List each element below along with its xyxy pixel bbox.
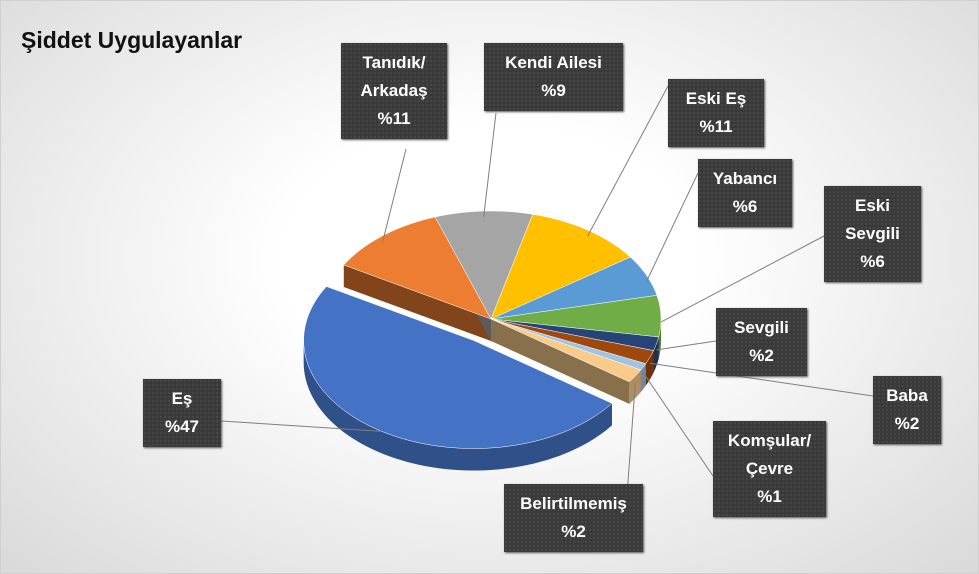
label-name: Yabancı (712, 169, 778, 188)
label-value: %2 (749, 346, 774, 365)
slice-side (303, 340, 612, 471)
label-name: Sevgili (734, 318, 789, 337)
leader-line (643, 372, 714, 477)
data-label: Yabancı %6 (698, 159, 792, 227)
chart-title: Şiddet Uygulayanlar (21, 27, 243, 53)
label-name: Kendi Ailesi (505, 53, 602, 72)
leader-line (660, 235, 825, 323)
slice (490, 318, 642, 383)
label-value: %47 (164, 417, 200, 436)
data-label: Komşular/ Çevre %1 (713, 421, 826, 517)
slice (490, 295, 662, 338)
data-label: Belirtilmemiş %2 (504, 484, 643, 552)
label-value: %11 (377, 109, 411, 128)
label-name: Tanıdık/ Arkadaş (360, 53, 428, 100)
slice-side (640, 363, 646, 392)
label-value: %1 (757, 487, 782, 506)
leader-line (220, 420, 382, 432)
slice (303, 286, 613, 449)
slice (490, 256, 658, 320)
slice-side (645, 350, 654, 386)
data-label: Kendi Ailesi %9 (484, 43, 623, 111)
slice (434, 210, 534, 320)
label-value: %6 (860, 252, 885, 271)
label-name: Eski Eş (685, 89, 747, 108)
data-label: Sevgili %2 (716, 308, 807, 376)
leader-line (649, 362, 874, 397)
data-label: Baba %2 (873, 376, 941, 444)
label-name: Komşular/ Çevre (727, 431, 812, 478)
label-value: %2 (894, 414, 920, 433)
slice (490, 214, 631, 320)
leader-line (587, 85, 669, 237)
leader-line (656, 340, 717, 351)
slice-cut (343, 265, 491, 341)
data-label: Tanıdık/ Arkadaş %11 (341, 43, 447, 139)
leader-line (483, 112, 497, 218)
label-name: Eski Sevgili (845, 196, 900, 243)
data-label: Eş %47 (143, 379, 221, 447)
slice-cut (491, 319, 630, 404)
data-label: Eski Sevgili %6 (824, 186, 921, 282)
leader-line (382, 148, 407, 242)
label-value: %9 (541, 81, 566, 100)
label-name: Belirtilmemiş (520, 494, 627, 513)
label-name: Eş (171, 389, 193, 408)
label-value: %2 (561, 522, 586, 541)
data-label: Eski Eş %11 (668, 79, 764, 147)
label-value: %6 (732, 197, 758, 216)
label-value: %11 (699, 117, 733, 136)
slice (343, 216, 492, 320)
leader-line (646, 172, 699, 282)
label-name: Baba (886, 386, 928, 405)
slice (490, 318, 654, 364)
